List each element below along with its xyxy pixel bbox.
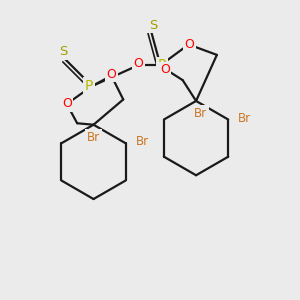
Text: S: S xyxy=(149,19,157,32)
Text: Br: Br xyxy=(87,131,100,144)
Text: Br: Br xyxy=(136,135,148,148)
Text: P: P xyxy=(85,79,93,93)
Text: P: P xyxy=(158,58,166,72)
Text: O: O xyxy=(160,63,170,76)
Text: O: O xyxy=(184,38,194,51)
Text: S: S xyxy=(59,45,68,58)
Text: O: O xyxy=(133,57,143,70)
Text: Br: Br xyxy=(194,107,207,120)
Text: Br: Br xyxy=(238,112,251,124)
Text: O: O xyxy=(62,98,72,110)
Text: O: O xyxy=(106,68,116,81)
